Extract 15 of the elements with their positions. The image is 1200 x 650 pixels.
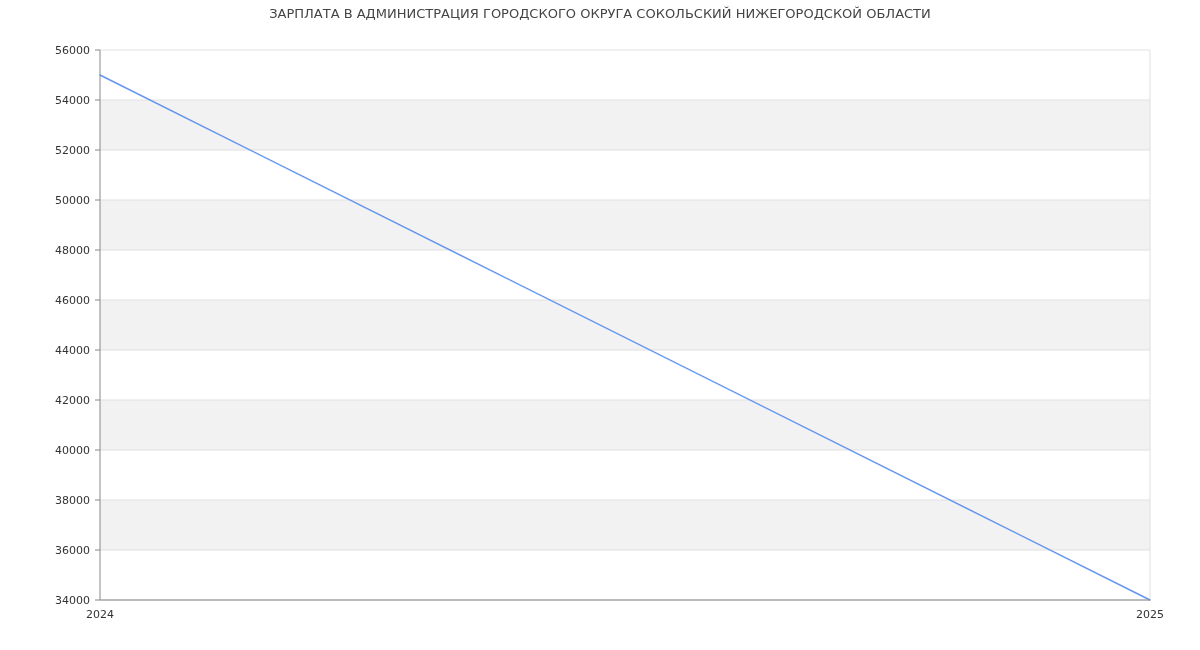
y-tick-label: 50000 bbox=[55, 193, 90, 207]
y-tick-label: 46000 bbox=[55, 293, 90, 307]
y-tick-label: 34000 bbox=[55, 593, 90, 607]
x-tick-label: 2025 bbox=[1136, 608, 1164, 621]
x-tick-label: 2024 bbox=[86, 608, 114, 621]
y-tick-label: 36000 bbox=[55, 543, 90, 557]
y-tick-label: 56000 bbox=[55, 43, 90, 57]
y-tick-label: 42000 bbox=[55, 393, 90, 407]
y-tick-label: 44000 bbox=[55, 343, 90, 357]
y-tick-label: 54000 bbox=[55, 93, 90, 107]
y-tick-label: 48000 bbox=[55, 243, 90, 257]
chart-title: ЗАРПЛАТА В АДМИНИСТРАЦИЯ ГОРОДСКОГО ОКРУГА СОКОЛЬСКИЙ НИЖЕГОРОДСКОЙ ОБЛАСТИ bbox=[269, 6, 931, 21]
y-tick-label: 52000 bbox=[55, 143, 90, 157]
y-tick-label: 38000 bbox=[55, 493, 90, 507]
y-tick-label: 40000 bbox=[55, 443, 90, 457]
